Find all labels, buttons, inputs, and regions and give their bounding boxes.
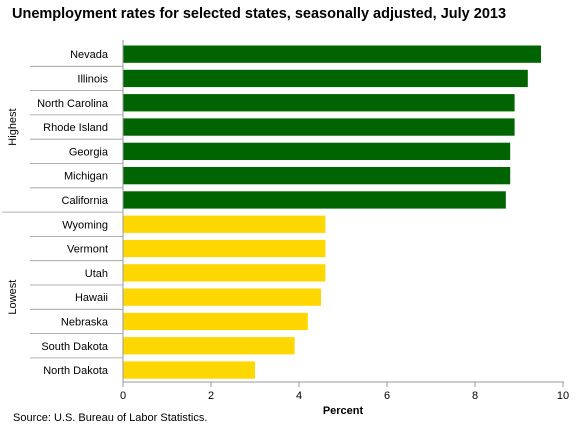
group-label: Lowest bbox=[7, 280, 19, 315]
bar-georgia bbox=[123, 142, 511, 160]
category-label: Nevada bbox=[70, 49, 109, 61]
bar-california bbox=[123, 191, 506, 209]
x-axis-label: Percent bbox=[323, 405, 364, 417]
category-label: Rhode Island bbox=[43, 122, 108, 134]
bar-south-dakota bbox=[123, 337, 295, 355]
chart-title: Unemployment rates for selected states, … bbox=[12, 6, 507, 22]
category-label: Wyoming bbox=[62, 219, 108, 231]
x-tick-label: 8 bbox=[472, 390, 478, 402]
bar-vermont bbox=[123, 239, 326, 258]
bar-hawaii bbox=[123, 288, 321, 306]
category-label: Nebraska bbox=[61, 316, 109, 328]
source-note: Source: U.S. Bureau of Labor Statistics. bbox=[13, 412, 208, 424]
category-label: Vermont bbox=[67, 244, 108, 256]
bar-nebraska bbox=[123, 312, 308, 331]
category-label: Hawaii bbox=[75, 292, 108, 304]
bar-utah bbox=[123, 264, 326, 282]
x-tick-label: 10 bbox=[557, 390, 569, 402]
x-tick-label: 6 bbox=[384, 390, 390, 402]
category-label: Illinois bbox=[77, 73, 108, 85]
bar-north-dakota bbox=[123, 361, 255, 379]
bar-wyoming bbox=[123, 215, 326, 233]
group-label: Highest bbox=[7, 108, 19, 145]
x-tick-label: 0 bbox=[120, 390, 126, 402]
category-label: North Carolina bbox=[37, 98, 109, 110]
category-label: Georgia bbox=[69, 146, 109, 158]
bar-michigan bbox=[123, 167, 511, 185]
x-tick-label: 4 bbox=[296, 390, 302, 402]
category-label: California bbox=[62, 195, 109, 207]
bar-nevada bbox=[123, 45, 541, 63]
bar-rhode-island bbox=[123, 118, 515, 136]
category-label: North Dakota bbox=[43, 365, 109, 377]
bar-north-carolina bbox=[123, 94, 515, 112]
category-label: South Dakota bbox=[41, 341, 109, 353]
x-tick-label: 2 bbox=[208, 390, 214, 402]
category-label: Utah bbox=[85, 268, 108, 280]
bar-illinois bbox=[123, 69, 528, 88]
category-label: Michigan bbox=[64, 171, 108, 183]
